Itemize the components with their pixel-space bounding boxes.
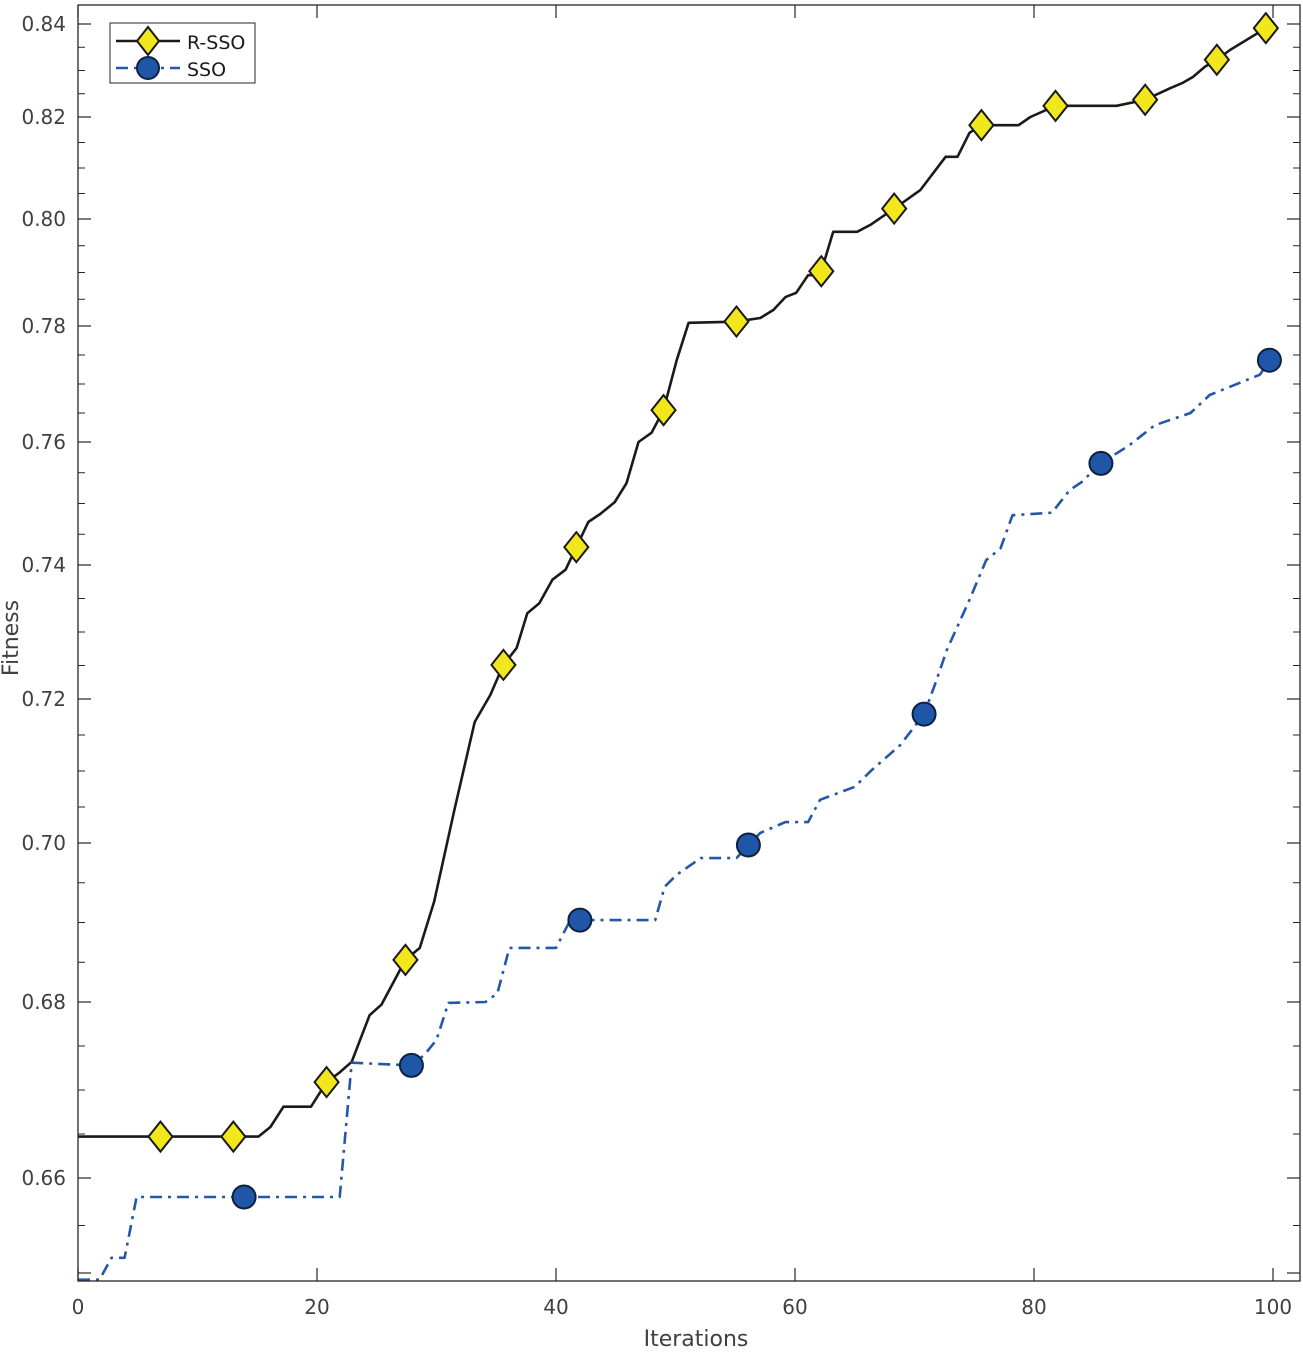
y-tick-label: 0.78 xyxy=(21,314,66,338)
data-point-r-sso xyxy=(880,191,908,226)
data-point-sso xyxy=(911,701,937,727)
x-tick-label: 100 xyxy=(1254,1295,1292,1319)
data-point-sso xyxy=(398,1052,424,1078)
data-point-r-sso xyxy=(1042,89,1069,123)
data-point-sso xyxy=(1088,450,1114,476)
axes: 0 20 40 60 80 100 0.66 0.68 0.70 0.72 0.74 0.76 0.78… xyxy=(21,5,1300,1319)
data-point-r-sso xyxy=(808,254,835,288)
data-point-sso xyxy=(1256,347,1282,373)
data-point-r-sso xyxy=(490,648,517,682)
y-tick-label: 0.76 xyxy=(21,430,66,454)
legend-label-sso: SSO xyxy=(187,59,226,81)
y-tick-label: 0.68 xyxy=(21,990,66,1014)
x-tick-label: 20 xyxy=(304,1295,329,1319)
plot-area xyxy=(78,5,1300,1281)
x-tick-label: 80 xyxy=(1021,1295,1046,1319)
data-point-r-sso xyxy=(968,108,995,142)
data-point-sso xyxy=(735,832,761,858)
legend-label-r-sso: R-SSO xyxy=(187,32,245,54)
y-tick-label: 0.66 xyxy=(21,1166,66,1190)
data-point-r-sso xyxy=(313,1065,340,1099)
plot-frame xyxy=(77,4,1301,1282)
x-tick-label: 40 xyxy=(543,1295,568,1319)
x-tick-label: 60 xyxy=(782,1295,807,1319)
legend-box xyxy=(109,22,256,84)
y-axis-label: Fitness xyxy=(0,600,24,676)
legend: R-SSO SSO xyxy=(109,22,256,84)
y-tick-label: 0.74 xyxy=(21,553,66,577)
legend-circle-marker-icon xyxy=(136,56,160,80)
data-point-r-sso xyxy=(392,943,419,977)
legend-diamond-marker-icon xyxy=(135,25,161,57)
data-point-r-sso xyxy=(147,1120,174,1154)
data-point-r-sso xyxy=(1131,83,1159,117)
y-tick-label: 0.72 xyxy=(21,687,66,711)
data-point-r-sso xyxy=(650,393,677,427)
y-tick-label: 0.84 xyxy=(21,12,66,36)
y-tick-label: 0.80 xyxy=(21,207,66,231)
data-point-r-sso xyxy=(220,1120,247,1154)
series-layer xyxy=(78,11,1282,1281)
x-tick-label: 0 xyxy=(72,1295,85,1319)
data-point-r-sso xyxy=(1252,11,1280,45)
y-tick-label: 0.70 xyxy=(21,831,66,855)
data-point-r-sso xyxy=(563,530,590,564)
data-point-r-sso xyxy=(1203,43,1231,77)
y-tick-label: 0.82 xyxy=(21,105,66,129)
data-point-sso xyxy=(567,907,593,933)
x-axis-label: Iterations xyxy=(644,1327,749,1349)
data-point-r-sso xyxy=(723,304,750,339)
data-point-sso xyxy=(231,1184,257,1210)
